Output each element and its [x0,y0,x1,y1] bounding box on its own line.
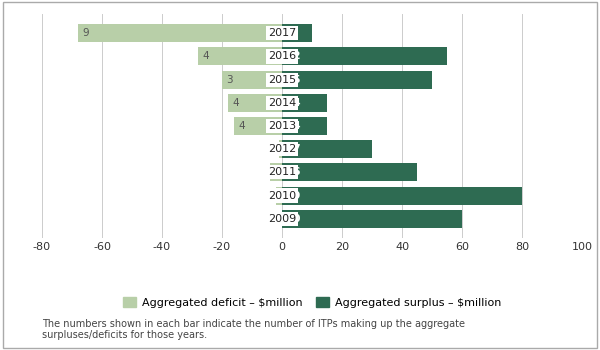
Text: 16: 16 [287,167,301,177]
Text: 2009: 2009 [268,214,296,224]
Text: 2014: 2014 [268,98,296,108]
Bar [234,117,282,135]
Bar [282,163,417,181]
Bar [282,140,372,158]
Text: 2017: 2017 [268,28,296,38]
Bar [282,71,432,89]
Bar [282,24,312,42]
Text: 14: 14 [287,98,301,108]
Text: 2: 2 [275,167,281,177]
Text: 12: 12 [287,51,301,61]
Bar [282,117,327,135]
Bar [282,187,522,205]
Text: 0: 0 [271,214,278,224]
Text: 4: 4 [239,121,245,131]
Legend: Aggregated deficit – $million, Aggregated surplus – $million: Aggregated deficit – $million, Aggregate… [118,293,505,313]
Text: 20: 20 [287,214,301,224]
Text: 2015: 2015 [268,75,296,85]
Text: 2012: 2012 [268,144,296,154]
Bar [228,94,282,112]
Text: 3: 3 [227,75,233,85]
Text: 1: 1 [271,144,278,154]
Text: 4: 4 [233,98,239,108]
Text: 7: 7 [287,28,294,38]
Bar [78,24,282,42]
Text: 2013: 2013 [268,121,296,131]
Text: 15: 15 [287,75,301,85]
Bar [282,47,447,65]
Text: 2010: 2010 [268,191,296,201]
Text: 19: 19 [287,191,301,201]
Bar [198,47,282,65]
Text: 1: 1 [271,191,278,201]
Bar [282,94,327,112]
Text: 17: 17 [287,144,301,154]
Bar [270,163,282,181]
Bar [282,210,462,228]
Text: 9: 9 [83,28,89,38]
Bar [279,140,282,158]
Bar [222,71,282,89]
Bar [276,187,282,205]
Text: 4: 4 [203,51,209,61]
Text: 14: 14 [287,121,301,131]
Text: The numbers shown in each bar indicate the number of ITPs making up the aggregat: The numbers shown in each bar indicate t… [42,318,465,340]
Text: 2016: 2016 [268,51,296,61]
Text: 2011: 2011 [268,167,296,177]
